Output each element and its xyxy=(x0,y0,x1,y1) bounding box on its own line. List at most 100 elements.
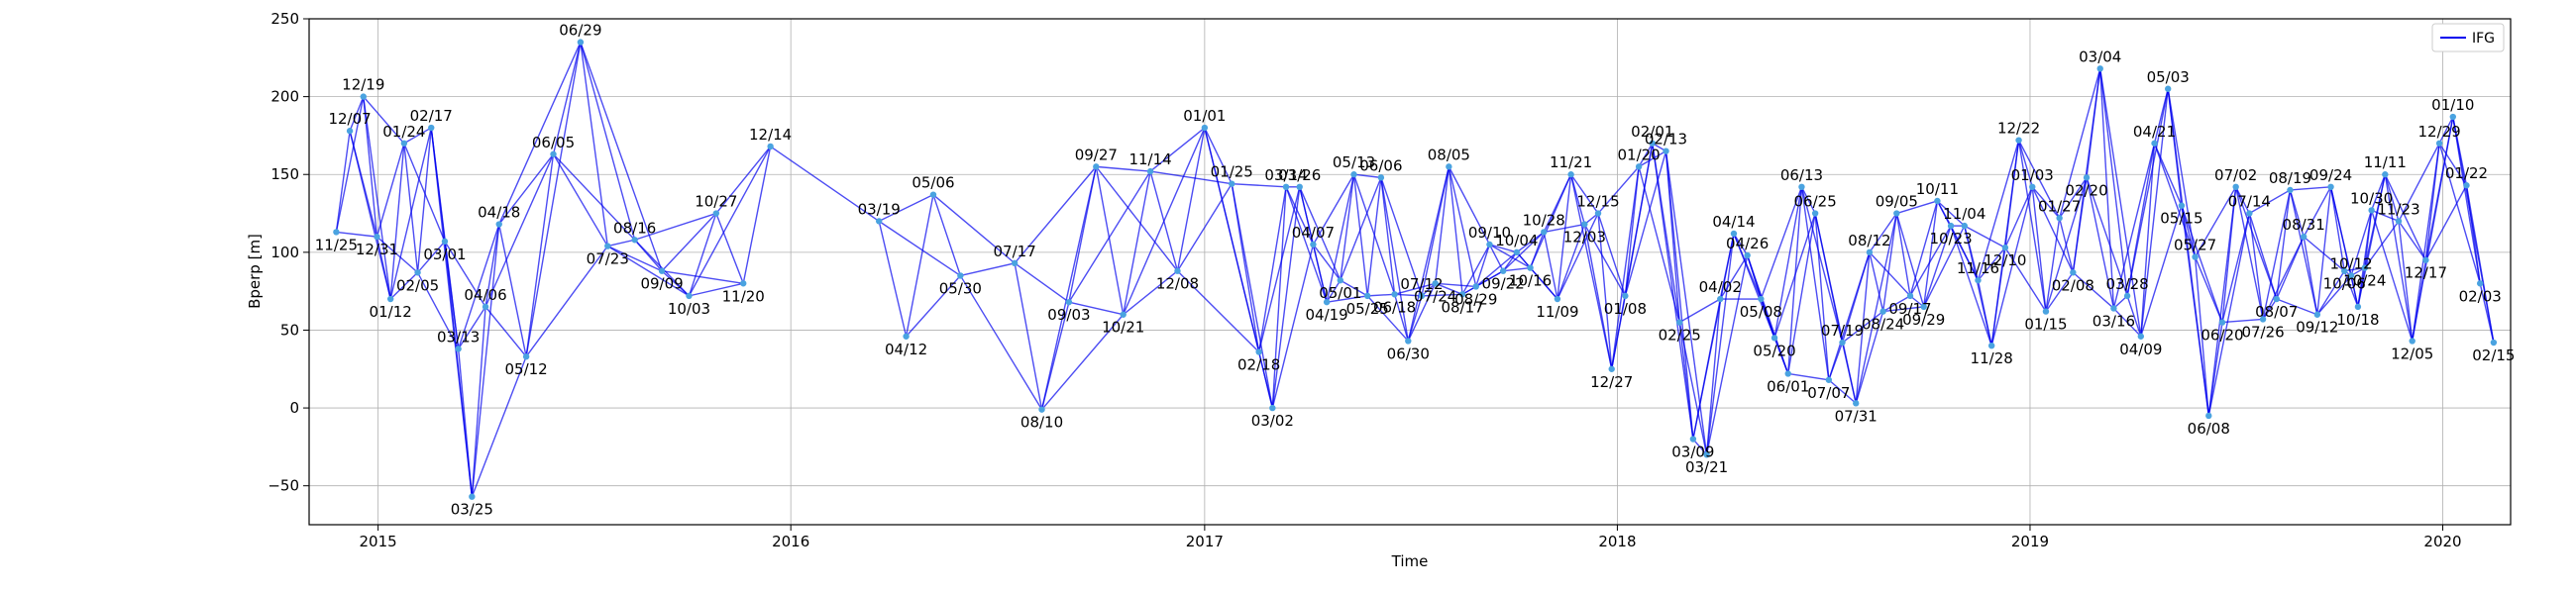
ifg-line xyxy=(2153,88,2169,144)
acquisition-point xyxy=(1011,259,1019,267)
ifg-line xyxy=(2207,213,2251,417)
acquisition-label: 09/03 xyxy=(1047,306,1090,324)
ifg-line xyxy=(1176,270,1260,352)
ifg-line xyxy=(580,42,608,247)
acquisition-label: 09/05 xyxy=(1876,193,1918,211)
ifg-line xyxy=(335,96,365,233)
acquisition-label: 01/08 xyxy=(1604,300,1647,318)
ifg-line xyxy=(1964,225,2006,248)
ifg-line xyxy=(1271,186,1287,409)
acquisition-label: 04/07 xyxy=(1292,224,1335,242)
acquisition-point xyxy=(1825,376,1833,383)
y-tick-label: 200 xyxy=(270,88,299,106)
ifg-line xyxy=(1977,140,2020,281)
ifg-line xyxy=(2262,236,2305,320)
ifg-line xyxy=(1095,166,1125,315)
ifg-line xyxy=(1271,186,1301,409)
acquisition-label: 05/12 xyxy=(505,360,548,378)
acquisition-point xyxy=(1987,342,1995,349)
ifg-line xyxy=(1597,213,1613,369)
ifg-line xyxy=(1678,322,1694,440)
ifg-line xyxy=(2371,209,2400,223)
acquisition-point xyxy=(1255,348,1262,355)
ifg-line xyxy=(1895,213,1925,308)
acquisition-label: 04/09 xyxy=(2119,341,2162,358)
ifg-line xyxy=(2329,186,2345,271)
ifg-line xyxy=(2031,186,2074,273)
acquisition-label: 06/08 xyxy=(2188,420,2230,438)
ifg-line xyxy=(1705,233,1735,455)
ifg-line xyxy=(525,42,582,357)
ifg-line xyxy=(932,194,962,276)
acquisition-label: 05/30 xyxy=(939,279,982,297)
acquisition-label: 11/11 xyxy=(2364,153,2407,171)
ifg-line xyxy=(1896,200,1938,215)
ifg-line xyxy=(2350,210,2373,276)
ifg-line xyxy=(580,42,636,241)
acquisition-label: 06/13 xyxy=(1780,166,1823,184)
acquisition-label: 07/31 xyxy=(1835,407,1878,425)
ifg-line xyxy=(2249,189,2291,215)
acquisition-label: 07/23 xyxy=(587,250,629,268)
acquisition-label: 10/18 xyxy=(2336,311,2379,329)
ifg-line xyxy=(363,96,391,300)
acquisition-label: 05/15 xyxy=(2160,210,2202,228)
ifg-line xyxy=(376,236,391,300)
acquisition-point xyxy=(1350,171,1357,178)
ifg-line xyxy=(1638,166,1680,323)
acquisition-point xyxy=(1975,276,1982,284)
acquisition-point xyxy=(686,292,693,300)
acquisition-label: 11/25 xyxy=(315,236,358,253)
ifg-line xyxy=(1502,231,1545,272)
ifg-line xyxy=(2140,88,2169,337)
acquisition-point xyxy=(631,237,638,244)
ifg-line xyxy=(1271,244,1315,409)
acquisition-label: 07/14 xyxy=(2228,193,2271,211)
ifg-line xyxy=(1475,244,1491,287)
acquisition-label: 09/22 xyxy=(1482,275,1525,293)
acquisition-label: 05/27 xyxy=(2174,237,2216,254)
acquisition-point xyxy=(1866,248,1874,256)
acquisition-label: 12/15 xyxy=(1576,193,1619,211)
acquisition-label: 05/03 xyxy=(2147,68,2190,86)
ifg-line xyxy=(715,213,744,284)
acquisition-point xyxy=(1798,183,1805,191)
ifg-line xyxy=(1814,213,1830,380)
ifg-line xyxy=(1014,262,1070,303)
acquisition-point xyxy=(400,140,408,147)
acquisition-label: 11/20 xyxy=(722,287,765,305)
ifg-line xyxy=(1855,251,1871,404)
acquisition-points xyxy=(333,39,2498,500)
acquisition-point xyxy=(604,243,611,249)
ifg-line xyxy=(1719,254,1749,300)
acquisition-point xyxy=(740,280,747,287)
ifg-line xyxy=(959,275,1043,411)
acquisition-label: 07/07 xyxy=(1807,384,1850,402)
ifg-line xyxy=(2343,270,2359,308)
ifg-line xyxy=(525,153,555,357)
y-axis-label: Bperp [m] xyxy=(246,234,264,309)
acquisition-label: 03/16 xyxy=(2093,312,2135,330)
ifg-line xyxy=(2370,210,2414,342)
acquisition-label: 07/26 xyxy=(2241,323,2284,341)
acquisition-point xyxy=(1934,197,1941,205)
ifg-line xyxy=(2234,186,2264,320)
ifg-line xyxy=(1040,166,1097,410)
acquisition-point xyxy=(1229,180,1235,187)
acquisition-label: 08/16 xyxy=(613,219,656,237)
ifg-line xyxy=(1828,379,1857,404)
acquisition-point xyxy=(1906,292,1914,300)
acquisition-point xyxy=(2300,233,2308,241)
acquisition-point xyxy=(1567,171,1574,178)
ifg-line xyxy=(2398,143,2440,222)
ifg-line xyxy=(2140,143,2156,337)
acquisition-label: 07/12 xyxy=(1400,275,1443,293)
acquisition-point xyxy=(1364,292,1371,300)
ifg-line xyxy=(1773,338,1789,374)
acquisition-label: 03/26 xyxy=(1278,166,1321,184)
acquisition-label: 06/25 xyxy=(1794,193,1837,211)
acquisition-point xyxy=(2056,215,2063,222)
acquisition-point xyxy=(2476,280,2484,287)
ifg-line xyxy=(1800,186,1830,380)
ifg-line xyxy=(1841,251,1871,344)
